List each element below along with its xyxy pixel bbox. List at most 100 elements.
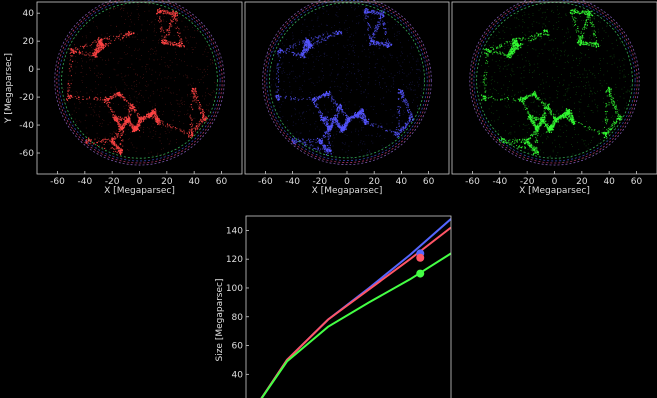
point <box>200 120 202 122</box>
point <box>154 113 156 115</box>
point <box>282 62 284 64</box>
point <box>111 143 113 145</box>
point <box>100 47 102 49</box>
point <box>121 119 123 121</box>
point <box>196 125 198 127</box>
point <box>70 40 72 42</box>
point <box>164 155 166 156</box>
point <box>202 71 203 73</box>
point <box>349 117 351 119</box>
point <box>156 116 158 118</box>
point <box>109 42 111 44</box>
point <box>113 9 115 10</box>
point <box>384 82 386 84</box>
point <box>116 147 118 149</box>
point <box>197 102 199 104</box>
point <box>117 147 119 149</box>
point <box>215 94 217 96</box>
point <box>166 29 168 31</box>
point <box>89 52 91 54</box>
point <box>157 89 158 91</box>
point <box>360 149 362 151</box>
point <box>376 41 378 43</box>
point <box>99 138 100 139</box>
point <box>287 77 289 79</box>
point <box>60 94 62 96</box>
point <box>388 60 389 62</box>
point <box>196 128 198 130</box>
point <box>354 73 356 75</box>
point <box>168 28 170 30</box>
point <box>335 165 336 166</box>
point <box>162 122 164 124</box>
point <box>295 145 297 147</box>
point <box>159 140 161 142</box>
point <box>376 42 378 44</box>
point <box>90 47 92 49</box>
point <box>344 122 346 124</box>
point <box>119 57 121 59</box>
point <box>127 119 129 121</box>
point <box>373 17 375 19</box>
point <box>145 90 147 91</box>
point <box>168 150 169 152</box>
point <box>378 44 380 46</box>
point <box>304 19 306 20</box>
point <box>81 51 83 53</box>
point <box>358 56 359 58</box>
point <box>413 99 414 101</box>
point <box>328 147 330 149</box>
point <box>365 89 366 91</box>
point <box>138 121 140 123</box>
point <box>188 135 190 137</box>
point <box>323 135 325 137</box>
point <box>125 36 127 38</box>
point <box>149 112 151 114</box>
point <box>120 124 122 126</box>
point <box>357 71 359 72</box>
point <box>317 149 319 151</box>
point <box>128 120 130 122</box>
point <box>125 74 127 76</box>
point <box>376 25 378 27</box>
point <box>82 82 83 83</box>
point <box>403 110 404 112</box>
point <box>382 20 384 22</box>
point <box>383 104 385 105</box>
point <box>402 126 404 128</box>
point <box>101 41 103 43</box>
point <box>165 40 167 42</box>
point <box>85 127 87 129</box>
point <box>391 141 393 143</box>
point <box>214 82 216 83</box>
point <box>405 129 407 130</box>
point <box>346 123 348 125</box>
point <box>375 34 377 35</box>
point <box>134 128 136 131</box>
point <box>372 142 374 144</box>
point <box>154 118 156 120</box>
point <box>377 76 379 78</box>
point <box>94 97 96 99</box>
point <box>274 111 276 113</box>
point <box>352 116 354 118</box>
point <box>118 93 120 95</box>
point <box>364 33 366 35</box>
point <box>293 140 295 142</box>
point <box>125 32 127 34</box>
point <box>114 143 116 145</box>
point <box>119 116 121 118</box>
point <box>137 124 139 126</box>
point <box>166 65 168 67</box>
point <box>371 28 372 30</box>
boundary-circle <box>58 0 221 162</box>
point <box>120 117 122 119</box>
point <box>333 33 335 35</box>
point <box>342 143 344 144</box>
point <box>407 106 409 107</box>
point <box>399 125 401 127</box>
point <box>113 140 115 143</box>
point <box>102 48 104 50</box>
point <box>118 128 120 130</box>
point <box>333 31 335 33</box>
